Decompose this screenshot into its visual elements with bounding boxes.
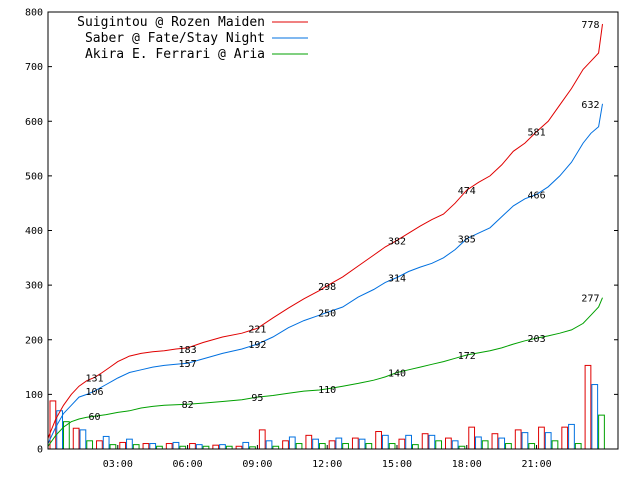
series-line: [47, 297, 603, 447]
data-label: 277: [581, 294, 599, 305]
legend-label: Saber @ Fate/Stay Night: [85, 31, 265, 46]
x-tick-label: 03:00: [103, 459, 133, 470]
data-label: 60: [89, 412, 101, 423]
legend-label: Suigintou @ Rozen Maiden: [77, 15, 265, 30]
data-label: 82: [182, 400, 194, 411]
series-line: [47, 103, 603, 444]
y-tick-label: 400: [25, 226, 43, 237]
data-label: 95: [251, 393, 263, 404]
x-tick-label: 12:00: [312, 459, 342, 470]
data-label: 221: [248, 324, 266, 335]
y-tick-label: 100: [25, 390, 43, 401]
data-label: 106: [85, 387, 103, 398]
data-label: 140: [388, 369, 406, 380]
data-label: 172: [458, 351, 476, 362]
y-tick-label: 200: [25, 335, 43, 346]
legend-label: Akira E. Ferrari @ Aria: [85, 47, 265, 62]
data-labels-layer: 131 183 221 298 382 474 581 778 106 157 192 250 314 3…: [85, 20, 599, 423]
data-label: 382: [388, 236, 406, 247]
y-tick-label: 0: [37, 445, 43, 456]
y-tick-label: 700: [25, 62, 43, 73]
data-label: 474: [458, 186, 476, 197]
data-label: 192: [248, 340, 266, 351]
data-label: 581: [528, 128, 546, 139]
data-label: 385: [458, 235, 476, 246]
data-label: 314: [388, 273, 406, 284]
data-label: 157: [179, 359, 197, 370]
y-tick-label: 300: [25, 281, 43, 292]
y-tick-label: 600: [25, 117, 43, 128]
lines-layer: [47, 23, 603, 447]
data-label: 131: [85, 373, 103, 384]
data-label: 778: [581, 20, 599, 31]
data-label: 298: [318, 282, 336, 293]
data-label: 183: [179, 345, 197, 356]
data-label: 632: [581, 100, 599, 111]
x-tick-label: 15:00: [382, 459, 412, 470]
data-label: 203: [528, 334, 546, 345]
y-tick-label: 500: [25, 171, 43, 182]
data-label: 250: [318, 308, 336, 319]
x-tick-label: 21:00: [522, 459, 552, 470]
data-label: 466: [528, 190, 546, 201]
y-tick-label: 800: [25, 8, 43, 19]
series-line: [47, 23, 603, 439]
x-tick-label: 09:00: [242, 459, 272, 470]
data-label: 110: [318, 385, 336, 396]
x-tick-label: 06:00: [173, 459, 203, 470]
axes-layer: 0 100 200 300 400 500 600 700 800 03:00 06:00 09:00…: [25, 8, 618, 470]
x-tick-label: 18:00: [452, 459, 482, 470]
